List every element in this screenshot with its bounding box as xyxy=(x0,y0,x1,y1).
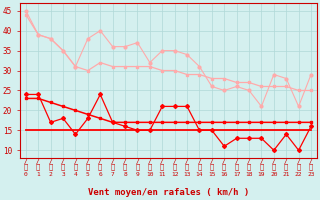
X-axis label: Vent moyen/en rafales ( km/h ): Vent moyen/en rafales ( km/h ) xyxy=(88,188,249,197)
Text: ℹ: ℹ xyxy=(73,163,77,170)
Text: ℹ: ℹ xyxy=(247,163,251,170)
Text: /: / xyxy=(259,158,264,164)
Text: /: / xyxy=(247,158,251,164)
Text: ℹ: ℹ xyxy=(222,163,226,170)
Text: /: / xyxy=(36,158,40,164)
Text: ℹ: ℹ xyxy=(135,163,140,170)
Text: ℹ: ℹ xyxy=(123,163,127,170)
Text: ℹ: ℹ xyxy=(49,163,53,170)
Text: /: / xyxy=(235,158,239,164)
Text: /: / xyxy=(135,158,140,164)
Text: /: / xyxy=(61,158,65,164)
Text: ℹ: ℹ xyxy=(309,163,313,170)
Text: ℹ: ℹ xyxy=(36,163,40,170)
Text: ℹ: ℹ xyxy=(172,163,177,170)
Text: ℹ: ℹ xyxy=(148,163,152,170)
Text: /: / xyxy=(309,158,313,164)
Text: /: / xyxy=(297,158,301,164)
Text: /: / xyxy=(98,158,102,164)
Text: /: / xyxy=(172,158,177,164)
Text: /: / xyxy=(284,158,288,164)
Text: ℹ: ℹ xyxy=(61,163,65,170)
Text: /: / xyxy=(110,158,115,164)
Text: /: / xyxy=(148,158,152,164)
Text: /: / xyxy=(185,158,189,164)
Text: ℹ: ℹ xyxy=(197,163,202,170)
Text: ℹ: ℹ xyxy=(272,163,276,170)
Text: ℹ: ℹ xyxy=(259,163,264,170)
Text: ℹ: ℹ xyxy=(86,163,90,170)
Text: ℹ: ℹ xyxy=(24,163,28,170)
Text: /: / xyxy=(197,158,202,164)
Text: /: / xyxy=(272,158,276,164)
Text: /: / xyxy=(222,158,226,164)
Text: ℹ: ℹ xyxy=(235,163,239,170)
Text: /: / xyxy=(86,158,90,164)
Text: /: / xyxy=(73,158,77,164)
Text: /: / xyxy=(123,158,127,164)
Text: /: / xyxy=(160,158,164,164)
Text: ℹ: ℹ xyxy=(160,163,164,170)
Text: /: / xyxy=(49,158,53,164)
Text: ℹ: ℹ xyxy=(297,163,301,170)
Text: /: / xyxy=(24,158,28,164)
Text: ℹ: ℹ xyxy=(284,163,288,170)
Text: ℹ: ℹ xyxy=(210,163,214,170)
Text: ℹ: ℹ xyxy=(185,163,189,170)
Text: ℹ: ℹ xyxy=(98,163,102,170)
Text: /: / xyxy=(210,158,214,164)
Text: ℹ: ℹ xyxy=(110,163,115,170)
